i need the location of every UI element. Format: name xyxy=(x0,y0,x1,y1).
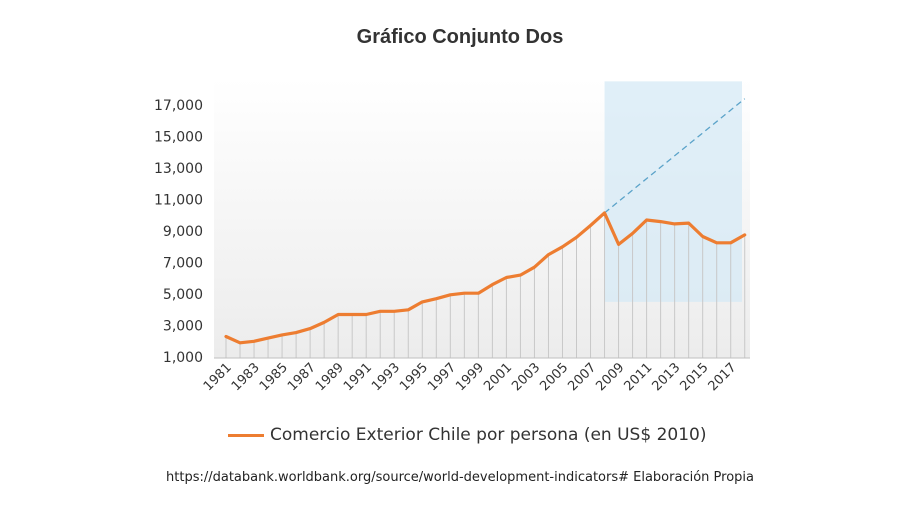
x-tick-label: 1989 xyxy=(313,360,347,394)
x-tick-label: 1987 xyxy=(285,360,319,394)
y-tick-label: 9,000 xyxy=(163,224,203,240)
x-tick-label: 2005 xyxy=(537,360,571,394)
legend: Comercio Exterior Chile por persona (en … xyxy=(228,424,706,446)
x-tick-label: 1993 xyxy=(369,360,403,394)
y-tick-label: 5,000 xyxy=(163,287,203,303)
x-tick-label: 1999 xyxy=(453,360,487,394)
series-line xyxy=(224,211,747,345)
x-tick-label: 1985 xyxy=(257,360,291,394)
x-tick-label: 1983 xyxy=(229,360,263,394)
highlight-region xyxy=(604,81,742,302)
y-tick-label: 17,000 xyxy=(154,98,203,114)
y-tick-label: 1,000 xyxy=(163,350,203,366)
y-tick-label: 13,000 xyxy=(154,161,203,177)
legend-swatch xyxy=(228,433,264,437)
y-tick-label: 11,000 xyxy=(154,193,203,209)
legend-label: Comercio Exterior Chile por persona (en … xyxy=(270,425,707,445)
x-tick-label: 2011 xyxy=(621,360,655,394)
x-tick-label: 1981 xyxy=(201,360,235,394)
x-tick-label: 2009 xyxy=(593,360,627,394)
x-tick-label: 2017 xyxy=(706,360,740,394)
y-tick-label: 15,000 xyxy=(154,130,203,146)
x-tick-label: 1991 xyxy=(341,360,375,394)
x-tick-label: 1995 xyxy=(397,360,431,394)
y-tick-label: 3,000 xyxy=(163,319,203,335)
x-tick-label: 2007 xyxy=(565,360,599,394)
trend-line xyxy=(604,98,746,214)
x-tick-label: 2015 xyxy=(678,360,712,394)
x-tick-label: 2003 xyxy=(509,360,543,394)
x-tick-label: 2001 xyxy=(481,360,515,394)
x-tick-label: 2013 xyxy=(649,360,683,394)
chart-title: Gráfico Conjunto Dos xyxy=(356,26,564,48)
x-tick-label: 1997 xyxy=(425,360,459,394)
y-tick-label: 7,000 xyxy=(163,256,203,272)
source-note: https://databank.worldbank.org/source/wo… xyxy=(166,470,754,485)
